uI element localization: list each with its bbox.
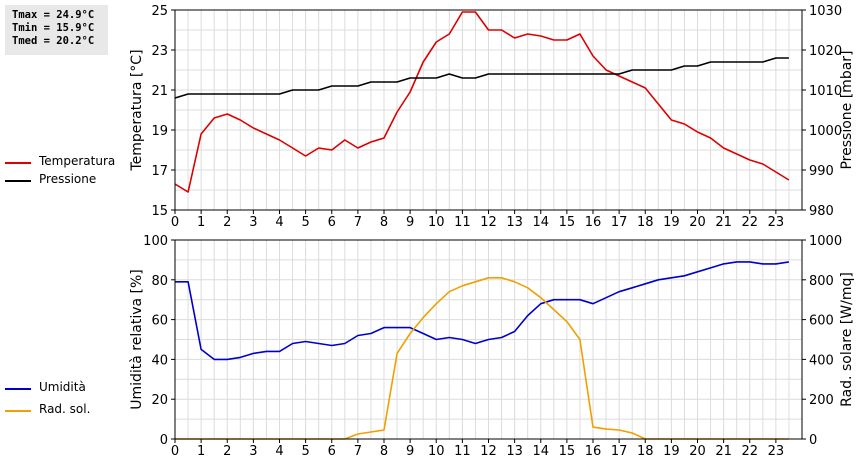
y-right-tick-label-0-4: 1020 (809, 44, 842, 59)
legend-umidita-label: Umidità (39, 380, 86, 394)
x-tick-label-1-22: 22 (741, 444, 758, 459)
x-tick-label-1-15: 15 (559, 444, 576, 459)
x-tick-label-0-16: 16 (585, 215, 602, 230)
x-tick-label-0-15: 15 (559, 215, 576, 230)
x-tick-label-1-21: 21 (715, 444, 732, 459)
x-tick-label-0-7: 7 (354, 215, 362, 230)
x-tick-label-0-9: 9 (406, 215, 414, 230)
y-right-tick-label-1-2: 400 (809, 353, 834, 368)
x-tick-label-1-16: 16 (585, 444, 602, 459)
series-line-1-0 (175, 261, 790, 361)
x-tick-label-0-12: 12 (480, 215, 497, 230)
x-tick-label-0-3: 3 (249, 215, 257, 230)
x-tick-label-1-18: 18 (637, 444, 654, 459)
y-right-tick-label-1-4: 800 (809, 274, 834, 289)
y-left-tick-label-1-2: 40 (151, 353, 168, 368)
legend-temperatura-swatch (5, 162, 31, 164)
x-tick-label-1-2: 2 (223, 444, 231, 459)
y-left-tick-label-1-1: 20 (151, 393, 168, 408)
x-tick-label-0-0: 0 (171, 215, 179, 230)
y-right-tick-label-1-3: 600 (809, 314, 834, 329)
x-tick-label-0-1: 1 (197, 215, 205, 230)
x-tick-label-1-0: 0 (171, 444, 179, 459)
series-line-0-0 (174, 11, 790, 193)
series-line-0-1 (174, 57, 789, 99)
x-tick-label-1-8: 8 (380, 444, 388, 459)
x-tick-label-0-4: 4 (275, 215, 283, 230)
x-tick-label-0-22: 22 (741, 215, 758, 230)
y-right-tick-label-1-5: 1000 (809, 234, 842, 249)
x-tick-label-0-8: 8 (380, 215, 388, 230)
legend-umidita-swatch (5, 388, 31, 390)
x-tick-label-1-5: 5 (301, 444, 309, 459)
y-right-tick-label-0-0: 980 (809, 204, 834, 219)
x-tick-label-1-3: 3 (249, 444, 257, 459)
x-tick-label-1-11: 11 (454, 444, 471, 459)
x-tick-label-0-13: 13 (506, 215, 523, 230)
x-tick-label-0-11: 11 (454, 215, 471, 230)
x-tick-label-1-9: 9 (406, 444, 414, 459)
x-tick-label-1-12: 12 (480, 444, 497, 459)
legend-radsol-swatch (5, 410, 31, 412)
legend-radsol-label: Rad. sol. (39, 402, 91, 416)
x-tick-label-0-18: 18 (637, 215, 654, 230)
tmax-label: Tmax = 24.9°C (12, 9, 95, 21)
legend-pressione-swatch (5, 180, 31, 182)
x-tick-label-0-17: 17 (611, 215, 628, 230)
y-left-tick-label-0-3: 21 (151, 84, 168, 99)
tmin-label: Tmin = 15.9°C (12, 22, 95, 34)
x-tick-label-1-17: 17 (611, 444, 628, 459)
x-tick-label-0-23: 23 (768, 215, 785, 230)
x-tick-label-0-21: 21 (715, 215, 732, 230)
x-tick-label-0-5: 5 (301, 215, 309, 230)
x-tick-label-0-20: 20 (689, 215, 706, 230)
legend-pressione-label: Pressione (39, 172, 97, 186)
y-left-tick-label-1-3: 60 (151, 314, 168, 329)
tmed-label: Tmed = 20.2°C (12, 35, 95, 47)
y-right-tick-label-0-2: 1000 (809, 124, 842, 139)
x-tick-label-1-23: 23 (768, 444, 785, 459)
y-left-tick-label-0-0: 15 (151, 204, 168, 219)
x-tick-label-1-14: 14 (532, 444, 549, 459)
x-tick-label-0-2: 2 (223, 215, 231, 230)
y-left-tick-label-1-4: 80 (151, 274, 168, 289)
x-tick-label-0-19: 19 (663, 215, 680, 230)
y-right-tick-label-0-5: 1030 (809, 4, 842, 19)
x-tick-label-1-6: 6 (328, 444, 336, 459)
y-left-axis-title-0: Temperatura [°C] (129, 49, 145, 171)
x-tick-label-0-14: 14 (532, 215, 549, 230)
y-right-axis-title-0: Pressione [mbar] (839, 50, 855, 169)
stats-box: Tmax = 24.9°C Tmin = 15.9°C Tmed = 20.2°… (5, 5, 108, 55)
y-left-tick-label-1-5: 100 (143, 234, 168, 249)
legend-temperatura-label: Temperatura (39, 154, 116, 168)
x-tick-label-1-4: 4 (275, 444, 283, 459)
y-left-tick-label-0-1: 17 (151, 164, 168, 179)
x-tick-label-1-19: 19 (663, 444, 680, 459)
y-right-tick-label-0-1: 990 (809, 164, 834, 179)
x-tick-label-1-10: 10 (428, 444, 445, 459)
y-left-tick-label-0-5: 25 (151, 4, 168, 19)
y-left-axis-title-1: Umidità relativa [%] (129, 269, 145, 410)
y-right-tick-label-0-3: 1010 (809, 84, 842, 99)
y-left-tick-label-0-4: 23 (151, 44, 168, 59)
y-right-axis-title-1: Rad. solare [W/mq] (839, 272, 855, 407)
x-tick-label-0-6: 6 (328, 215, 336, 230)
x-tick-label-1-1: 1 (197, 444, 205, 459)
x-tick-label-0-10: 10 (428, 215, 445, 230)
y-left-tick-label-1-0: 0 (160, 433, 168, 448)
y-left-tick-label-0-2: 19 (151, 124, 168, 139)
x-tick-label-1-7: 7 (354, 444, 362, 459)
x-tick-label-1-20: 20 (689, 444, 706, 459)
y-right-tick-label-1-0: 0 (809, 433, 817, 448)
x-tick-label-1-13: 13 (506, 444, 523, 459)
y-right-tick-label-1-1: 200 (809, 393, 834, 408)
